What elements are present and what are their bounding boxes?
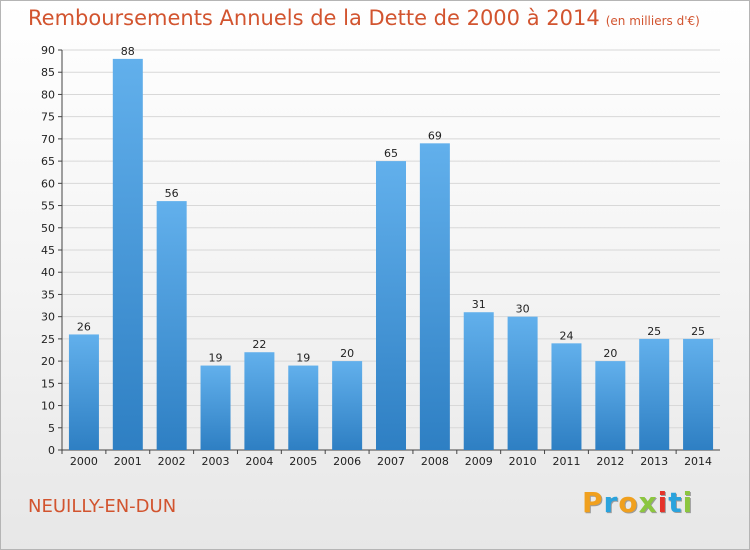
y-tick-label: 25 — [41, 333, 55, 346]
data-label-2011: 24 — [559, 329, 573, 342]
x-tick-label: 2013 — [640, 455, 668, 468]
logo-letter: P — [582, 486, 604, 519]
y-tick-label: 20 — [41, 355, 55, 368]
bar-2014 — [683, 338, 714, 450]
x-tick-label: 2002 — [158, 455, 186, 468]
data-label-2001: 88 — [121, 45, 135, 58]
data-label-2012: 20 — [603, 347, 617, 360]
y-tick-label: 45 — [41, 244, 55, 257]
y-tick-label: 70 — [41, 133, 55, 146]
y-tick-label: 5 — [48, 422, 55, 435]
x-tick-label: 2008 — [421, 455, 449, 468]
data-label-2007: 65 — [384, 147, 398, 160]
y-tick-label: 60 — [41, 177, 55, 190]
bar-2012 — [595, 361, 626, 450]
commune-name: NEUILLY-EN-DUN — [28, 496, 177, 517]
x-tick-label: 2011 — [552, 455, 580, 468]
bar-2006 — [332, 361, 363, 450]
bar-2002 — [156, 201, 187, 450]
x-tick-label: 2005 — [289, 455, 317, 468]
data-label-2003: 19 — [209, 352, 223, 365]
y-tick-label: 65 — [41, 155, 55, 168]
data-label-2002: 56 — [165, 187, 179, 200]
data-labels: 26 88 56 19 22 19 20 65 69 31 30 24 20 25 25 — [77, 45, 705, 365]
data-label-2009: 31 — [472, 298, 486, 311]
y-tick-label: 80 — [41, 88, 55, 101]
y-tick-label: 35 — [41, 288, 55, 301]
bar-2011 — [551, 343, 582, 450]
x-tick-label: 2012 — [596, 455, 624, 468]
bar-2000 — [68, 334, 99, 450]
bar-2007 — [376, 161, 406, 450]
x-tick-label: 2003 — [202, 455, 230, 468]
y-tick-label: 10 — [41, 400, 55, 413]
data-label-2013: 25 — [647, 325, 661, 338]
x-tick-label: 2009 — [465, 455, 493, 468]
data-label-2005: 19 — [296, 352, 310, 365]
logo-letter: r — [603, 486, 619, 519]
logo-letter: i — [682, 486, 694, 519]
logo-letter: i — [657, 486, 669, 519]
y-tick-label: 90 — [41, 44, 55, 57]
bar-2001 — [112, 58, 143, 451]
y-tick-label: 30 — [41, 311, 55, 324]
y-tick-label: 85 — [41, 66, 55, 79]
chart-title-text: Remboursements Annuels de la Dette de 20… — [28, 6, 600, 30]
data-label-2004: 22 — [252, 338, 266, 351]
y-tick-label: 0 — [48, 444, 55, 457]
x-tick-label: 2000 — [70, 455, 98, 468]
x-tick-label: 2007 — [377, 455, 405, 468]
y-tick-label: 50 — [41, 222, 55, 235]
bar-2009 — [463, 312, 494, 450]
data-label-2008: 69 — [428, 129, 442, 142]
logo-letter: o — [618, 486, 639, 519]
proxiti-logo: Proxiti — [582, 486, 693, 519]
x-tick-label: 2010 — [509, 455, 537, 468]
chart-unit: (en milliers d'€) — [605, 14, 700, 28]
data-label-2000: 26 — [77, 320, 91, 333]
data-label-2014: 25 — [691, 325, 705, 338]
data-label-2006: 20 — [340, 347, 354, 360]
logo-letter: x — [638, 486, 658, 519]
bar-2004 — [244, 352, 275, 450]
y-tick-label: 55 — [41, 200, 55, 213]
bar-2013 — [639, 338, 670, 450]
bar-2010 — [507, 316, 538, 450]
y-tick-label: 40 — [41, 266, 55, 279]
bar-2005 — [288, 365, 319, 450]
bars — [68, 58, 714, 451]
y-tick-label: 75 — [41, 111, 55, 124]
y-tick-label: 15 — [41, 377, 55, 390]
data-label-2010: 30 — [516, 303, 530, 316]
bar-2003 — [200, 365, 231, 450]
chart-title: Remboursements Annuels de la Dette de 20… — [28, 6, 700, 30]
x-tick-label: 2004 — [245, 455, 273, 468]
x-tick-label: 2006 — [333, 455, 361, 468]
bar-2008 — [419, 143, 450, 451]
x-tick-label: 2014 — [684, 455, 712, 468]
logo-letter: t — [668, 486, 683, 519]
x-tick-label: 2001 — [114, 455, 142, 468]
